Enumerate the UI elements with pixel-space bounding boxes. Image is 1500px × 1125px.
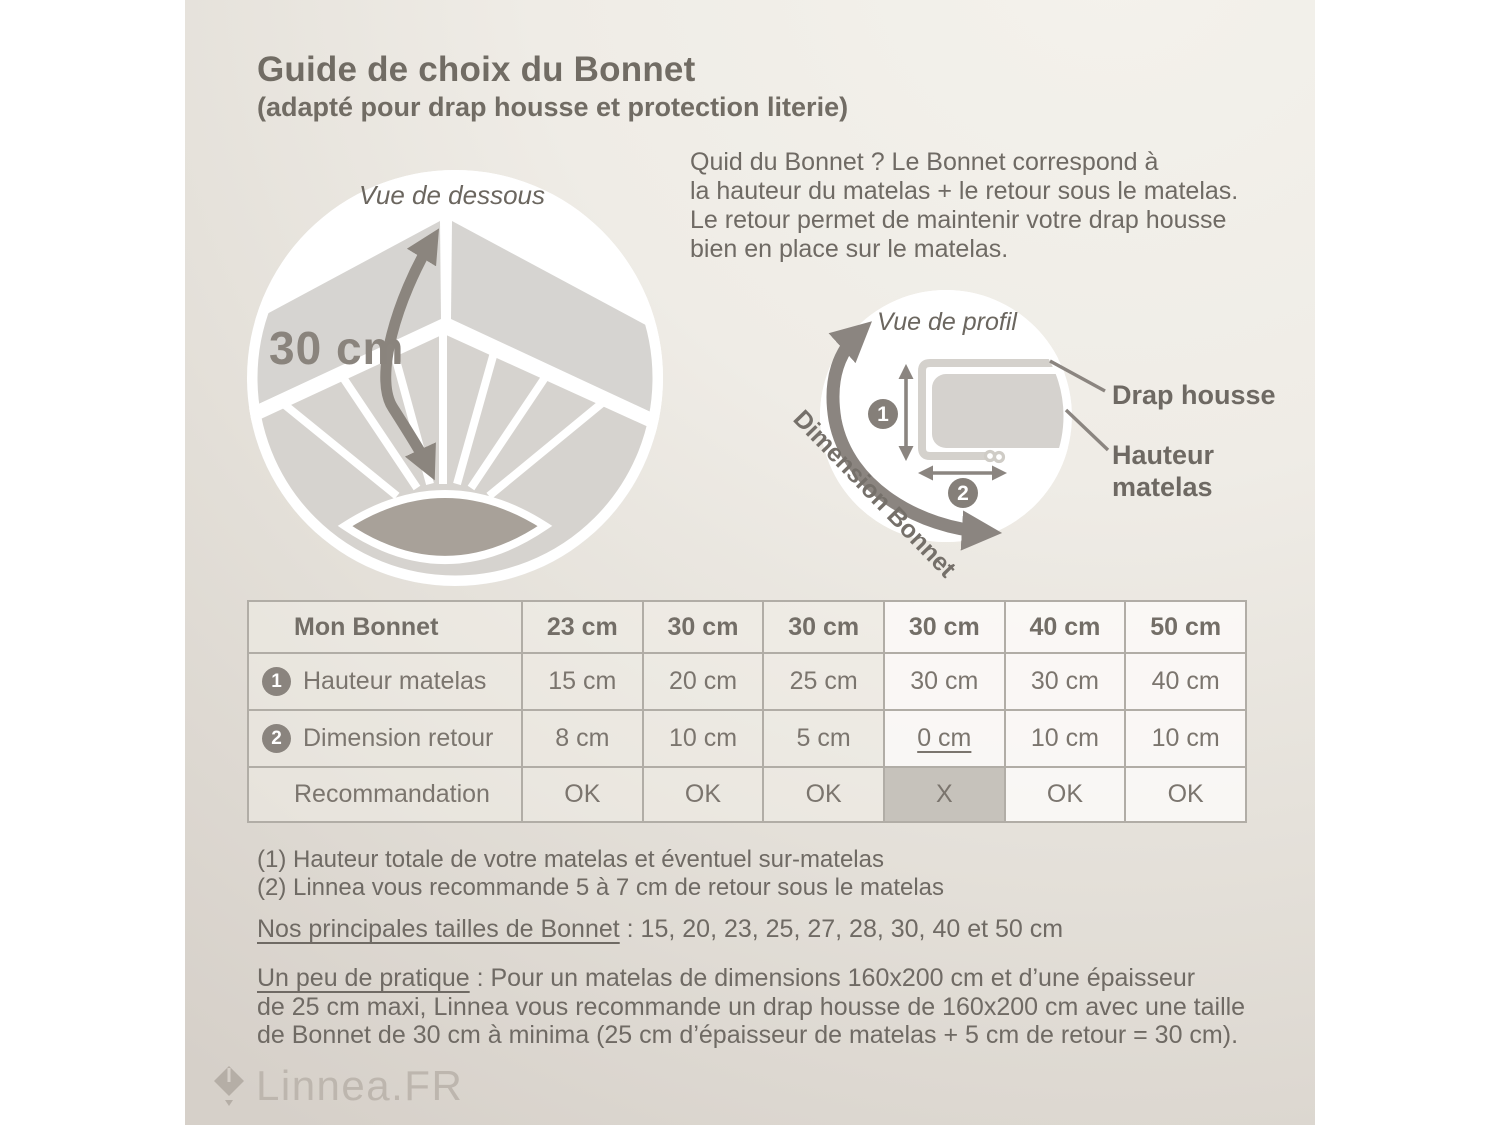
profile-view-caption: Vue de profil — [877, 308, 1018, 336]
pointer-line-hauteur-matelas — [1064, 408, 1110, 452]
row-1-badge: 1 — [262, 667, 291, 696]
hauteur-matelas-label-line2: matelas — [1112, 472, 1213, 502]
table-cell: OK — [641, 766, 765, 823]
bonnet-table: Mon Bonnet 23 cm 30 cm 30 cm 30 cm 40 cm… — [247, 600, 1247, 823]
sheet-fold-lines — [277, 330, 610, 500]
svg-text:2: 2 — [957, 482, 969, 505]
mattress-side-left — [247, 221, 441, 414]
table-cell: 40 cm — [1124, 652, 1247, 711]
bottom-view-diagram: Vue de dessous 30 cm — [247, 170, 663, 586]
page-title: Guide de choix du Bonnet — [257, 50, 696, 89]
row-2-badge: 2 — [262, 724, 291, 753]
table-header-cell: 23 cm — [521, 600, 644, 654]
page-subtitle: (adapté pour drap housse et protection l… — [257, 92, 849, 122]
linnea-logo-text: Linnea.FR — [256, 1062, 464, 1109]
practice-line-3: de Bonnet de 30 cm à minima (25 cm d’épa… — [257, 1021, 1239, 1049]
infographic-canvas: Guide de choix du Bonnet (adapté pour dr… — [185, 0, 1315, 1125]
footnote-2: (2) Linnea vous recommande 5 à 7 cm de r… — [257, 874, 945, 901]
practice-label: Un peu de pratique — [257, 964, 470, 992]
table-cell: 15 cm — [521, 652, 644, 711]
table-cell: OK — [521, 766, 644, 823]
intro-line-4: bien en place sur le matelas. — [690, 235, 1009, 263]
sheet-seam — [247, 318, 658, 426]
footnote-1: (1) Hauteur totale de votre matelas et é… — [257, 846, 884, 873]
table-header-cell: 50 cm — [1124, 600, 1247, 654]
linnea-logo-icon — [214, 1066, 244, 1106]
table-header-cell: 40 cm — [1003, 600, 1127, 654]
table-cell: OK — [762, 766, 885, 823]
table-cell-underlined: 0 cm — [882, 709, 1006, 768]
footnotes: (1) Hauteur totale de votre matelas et é… — [257, 846, 944, 902]
table-cell: 8 cm — [521, 709, 644, 768]
table-cell: 10 cm — [1003, 709, 1127, 768]
intro-line-2: la hauteur du matelas + le retour sous l… — [690, 177, 1239, 205]
table-cell: OK — [1003, 766, 1127, 823]
practice-paragraph: Un peu de pratique : Pour un matelas de … — [257, 964, 1245, 1050]
row-label-cell: Recommandation — [247, 766, 523, 823]
bonnet-sizes-values: : 15, 20, 23, 25, 27, 28, 30, 40 et 50 c… — [619, 915, 1064, 943]
drap-housse-label: Drap housse — [1112, 380, 1276, 410]
bonnet-sizes-label: Nos principales tailles de Bonnet — [257, 915, 620, 943]
mattress-side-right — [451, 221, 655, 414]
intro-paragraph: Quid du Bonnet ? Le Bonnet correspond à … — [690, 148, 1238, 264]
practice-line-1: Un peu de pratique : Pour un matelas de … — [257, 964, 1196, 992]
row-label-cell: 2 Dimension retour — [247, 709, 523, 768]
table-header-row: Mon Bonnet 23 cm 30 cm 30 cm 30 cm 40 cm… — [247, 600, 1247, 654]
table-cell-not-recommended: X — [882, 766, 1006, 823]
table-header-label: Mon Bonnet — [247, 600, 523, 654]
mattress-opening — [337, 490, 553, 564]
table-row-hauteur-matelas: 1 Hauteur matelas 15 cm 20 cm 25 cm 30 c… — [247, 652, 1247, 711]
table-cell: 30 cm — [1003, 652, 1127, 711]
intro-line-3: Le retour permet de maintenir votre drap… — [690, 206, 1227, 234]
linnea-logo: Linnea.FR — [212, 1062, 463, 1110]
row-label: Hauteur matelas — [303, 667, 487, 695]
table-cell: OK — [1124, 766, 1247, 823]
table-row-recommandation: Recommandation OK OK OK X OK OK — [247, 766, 1247, 823]
table-cell: 25 cm — [762, 652, 885, 711]
table-header-cell: 30 cm — [762, 600, 885, 654]
circle-inner-rim — [247, 170, 663, 586]
marker-2-badge: 2 — [948, 478, 978, 508]
table-row-dimension-retour: 2 Dimension retour 8 cm 10 cm 5 cm 0 cm … — [247, 709, 1247, 768]
bonnet-depth-arrow-icon — [380, 228, 440, 481]
bottom-view-caption: Vue de dessous — [359, 180, 545, 210]
marker-1-badge: 1 — [868, 399, 898, 429]
row-label: Dimension retour — [303, 724, 494, 752]
profile-view-diagram: 1 2 Vue de profil Dimension Bonnet — [790, 290, 1110, 584]
pointer-line-drap-housse — [1049, 359, 1106, 393]
practice-line-2: de 25 cm maxi, Linnea vous recommande un… — [257, 992, 1246, 1021]
table-header-cell: 30 cm — [882, 600, 1006, 654]
table-header-cell: 30 cm — [641, 600, 765, 654]
table-cell: 30 cm — [882, 652, 1006, 711]
intro-line-1: Quid du Bonnet ? Le Bonnet correspond à — [690, 148, 1159, 176]
hauteur-matelas-label-line1: Hauteur — [1112, 440, 1215, 470]
table-cell: 5 cm — [762, 709, 885, 768]
table-cell: 10 cm — [641, 709, 765, 768]
dimension-bonnet-arrow-icon — [826, 321, 1003, 551]
svg-text:1: 1 — [877, 403, 889, 426]
bonnet-sizes-line: Nos principales tailles de Bonnet : 15, … — [257, 915, 1063, 944]
table-cell: 20 cm — [641, 652, 765, 711]
bonnet-dimension-value: 30 cm — [269, 322, 404, 374]
table-cell: 10 cm — [1124, 709, 1247, 768]
row-label-cell: 1 Hauteur matelas — [247, 652, 523, 711]
